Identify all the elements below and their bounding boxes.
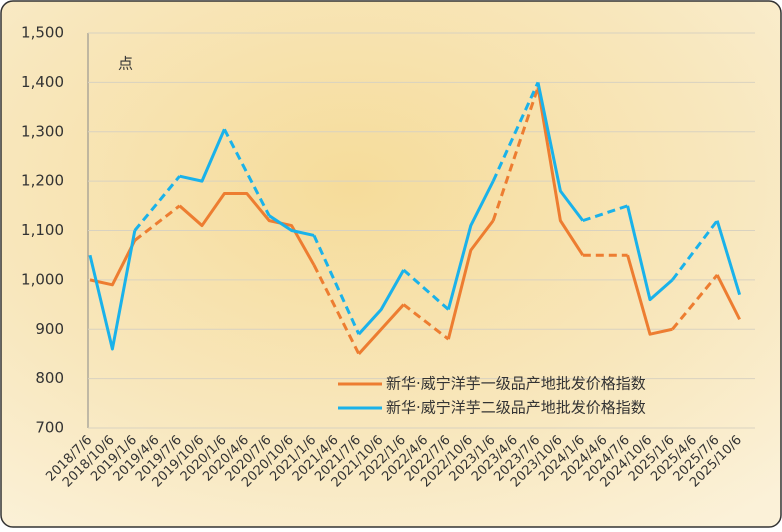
legend-label: 新华·威宁洋芋一级品产地批发价格指数 bbox=[386, 375, 646, 393]
gap-bridge bbox=[491, 81, 540, 182]
unit-label: 点 bbox=[118, 55, 133, 73]
gap-bridge bbox=[133, 204, 181, 242]
gap-bridge bbox=[312, 234, 361, 335]
y-tick-label: 1,200 bbox=[21, 172, 64, 190]
gap-bridge bbox=[402, 268, 450, 311]
series-line bbox=[89, 87, 741, 355]
gap-bridge bbox=[582, 204, 629, 223]
y-tick-label: 1,300 bbox=[21, 122, 64, 140]
y-tick-label: 900 bbox=[35, 320, 64, 338]
series-line bbox=[88, 82, 742, 351]
gap-bridge bbox=[491, 86, 540, 222]
gap-bridge bbox=[671, 273, 719, 331]
y-tick-label: 1,400 bbox=[21, 73, 64, 91]
y-tick-label: 700 bbox=[35, 419, 64, 437]
gap-bridge bbox=[133, 175, 181, 232]
gap-bridge bbox=[312, 264, 361, 355]
legend-label: 新华·威宁洋芋二级品产地批发价格指数 bbox=[386, 399, 646, 417]
y-tick-label: 1,500 bbox=[21, 24, 64, 42]
y-tick-label: 800 bbox=[35, 369, 64, 387]
gap-bridge bbox=[223, 128, 271, 217]
gap-bridge bbox=[402, 303, 450, 341]
y-tick-label: 1,000 bbox=[21, 270, 64, 288]
y-tick-label: 1,100 bbox=[21, 221, 64, 239]
